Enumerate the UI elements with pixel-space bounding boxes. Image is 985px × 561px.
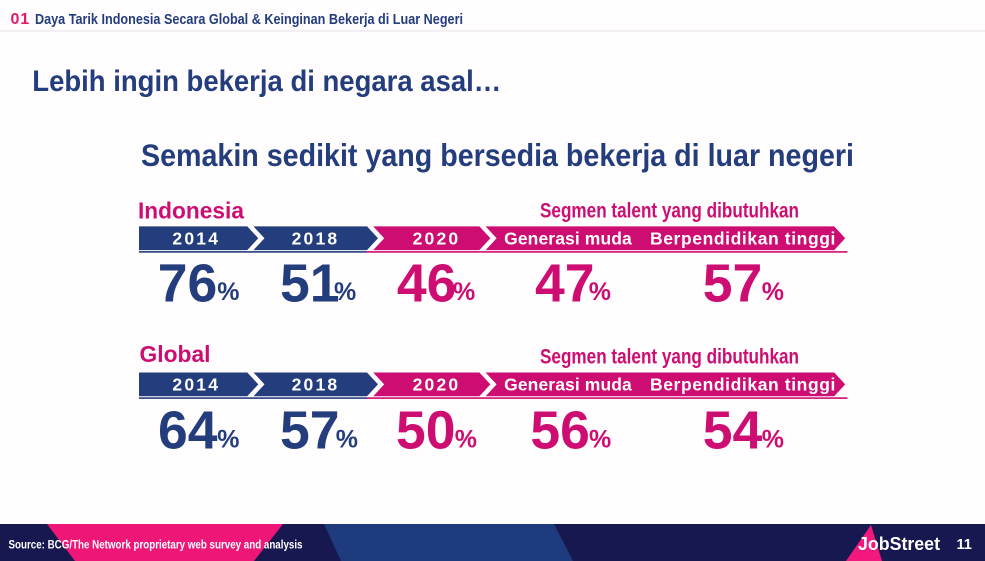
svg-text:Lebih ingin bekerja di negara: Lebih ingin bekerja di negara asal… <box>32 65 501 98</box>
svg-text:%: % <box>762 425 784 453</box>
svg-text:11: 11 <box>957 537 972 553</box>
svg-text:Semakin sedikit yang bersedia: Semakin sedikit yang bersedia bekerja di… <box>141 137 854 173</box>
svg-text:54: 54 <box>703 402 763 461</box>
svg-text:50: 50 <box>396 402 456 461</box>
svg-text:57: 57 <box>280 402 340 461</box>
svg-text:%: % <box>589 278 611 306</box>
svg-text:Berpendidikan tinggi: Berpendidikan tinggi <box>650 374 836 394</box>
svg-text:Generasi muda: Generasi muda <box>504 374 632 394</box>
svg-text:2018: 2018 <box>292 374 340 394</box>
svg-text:Indonesia: Indonesia <box>138 198 244 224</box>
svg-text:2014: 2014 <box>172 374 220 394</box>
svg-text:56: 56 <box>530 402 590 461</box>
svg-text:Segmen talent yang dibutuhkan: Segmen talent yang dibutuhkan <box>540 346 799 369</box>
svg-text:Generasi muda: Generasi muda <box>504 228 632 248</box>
svg-text:76: 76 <box>158 254 218 313</box>
svg-text:47: 47 <box>535 254 595 313</box>
svg-text:%: % <box>217 278 239 306</box>
svg-text:Global: Global <box>140 341 211 367</box>
svg-text:2020: 2020 <box>413 228 461 248</box>
svg-text:%: % <box>453 278 475 306</box>
svg-text:57: 57 <box>703 254 763 313</box>
svg-text:01: 01 <box>11 11 30 28</box>
svg-text:2020: 2020 <box>413 374 461 394</box>
svg-text:Daya Tarik Indonesia Secara Gl: Daya Tarik Indonesia Secara Global & Kei… <box>35 12 463 28</box>
svg-text:2014: 2014 <box>172 228 220 248</box>
svg-text:%: % <box>217 425 239 453</box>
svg-text:Segmen talent yang dibutuhkan: Segmen talent yang dibutuhkan <box>540 200 799 223</box>
svg-text:%: % <box>336 425 358 453</box>
svg-text:%: % <box>455 425 477 453</box>
svg-text:%: % <box>334 278 356 306</box>
svg-text:51: 51 <box>280 254 340 313</box>
svg-text:46: 46 <box>397 254 457 313</box>
svg-text:JobStreet: JobStreet <box>858 534 940 554</box>
svg-text:Berpendidikan tinggi: Berpendidikan tinggi <box>650 228 836 248</box>
svg-text:2018: 2018 <box>292 228 340 248</box>
svg-text:%: % <box>589 425 611 453</box>
svg-text:%: % <box>762 278 784 306</box>
svg-text:Source: BCG/The Network propri: Source: BCG/The Network proprietary web … <box>9 538 303 552</box>
svg-text:64: 64 <box>158 402 218 461</box>
